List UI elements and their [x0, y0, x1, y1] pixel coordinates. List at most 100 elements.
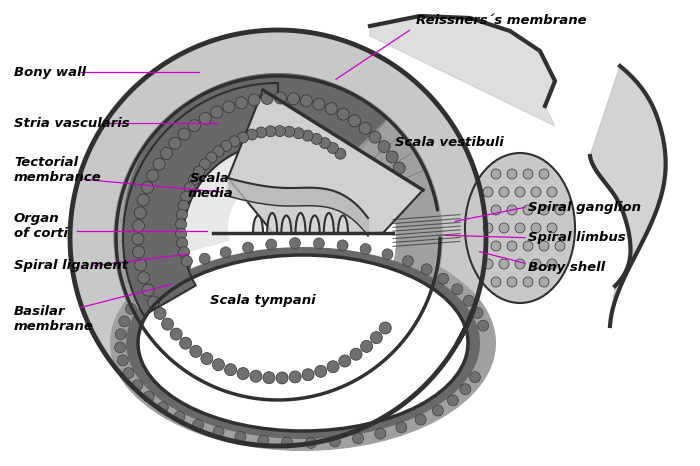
Circle shape [220, 247, 231, 258]
Circle shape [402, 255, 414, 267]
Circle shape [284, 126, 295, 137]
Circle shape [539, 241, 549, 251]
Circle shape [188, 174, 199, 185]
Circle shape [206, 152, 217, 163]
Circle shape [261, 92, 273, 104]
Circle shape [162, 318, 174, 330]
Text: Spiral limbus: Spiral limbus [528, 231, 626, 244]
Circle shape [248, 94, 260, 106]
Circle shape [507, 241, 517, 251]
Text: Spiral ganglion: Spiral ganglion [528, 201, 641, 214]
Circle shape [378, 141, 390, 153]
Circle shape [337, 240, 348, 251]
Circle shape [125, 303, 136, 314]
Circle shape [148, 280, 159, 291]
Circle shape [276, 372, 288, 384]
Circle shape [199, 112, 211, 124]
Circle shape [360, 244, 371, 254]
Circle shape [134, 259, 146, 271]
Circle shape [305, 438, 316, 448]
Circle shape [531, 259, 541, 269]
Circle shape [313, 98, 325, 110]
Circle shape [438, 273, 449, 284]
Circle shape [547, 259, 557, 269]
Circle shape [421, 264, 432, 275]
Circle shape [237, 132, 248, 143]
Circle shape [337, 108, 349, 120]
Circle shape [188, 120, 200, 132]
Circle shape [547, 187, 557, 197]
Circle shape [220, 140, 232, 151]
Circle shape [138, 272, 150, 284]
Polygon shape [253, 216, 263, 233]
Circle shape [225, 363, 237, 376]
Polygon shape [113, 73, 443, 403]
Circle shape [162, 270, 174, 281]
Circle shape [477, 320, 489, 331]
Circle shape [499, 223, 509, 233]
Circle shape [147, 170, 159, 182]
Circle shape [335, 148, 346, 159]
Circle shape [181, 191, 192, 202]
Polygon shape [267, 213, 277, 233]
Circle shape [460, 384, 471, 395]
Text: Bony shell: Bony shell [528, 261, 606, 274]
Circle shape [118, 355, 128, 366]
Circle shape [193, 419, 204, 431]
Circle shape [176, 209, 188, 220]
Text: Stria vascularis: Stria vascularis [14, 117, 130, 130]
Circle shape [119, 316, 130, 327]
Circle shape [178, 128, 190, 140]
Circle shape [154, 308, 166, 319]
Text: Tectorial
membrance: Tectorial membrance [14, 156, 101, 184]
Circle shape [169, 137, 181, 149]
Text: Reissners´s membrane: Reissners´s membrane [416, 14, 587, 27]
Circle shape [176, 219, 187, 230]
Circle shape [212, 359, 225, 370]
Circle shape [353, 433, 363, 444]
Circle shape [229, 136, 240, 147]
Polygon shape [370, 16, 555, 126]
Circle shape [349, 115, 361, 127]
Circle shape [483, 223, 493, 233]
Circle shape [386, 151, 398, 163]
Circle shape [246, 129, 258, 140]
Circle shape [148, 296, 160, 308]
Circle shape [116, 329, 126, 340]
Circle shape [237, 368, 249, 380]
Circle shape [555, 241, 565, 251]
Circle shape [382, 249, 393, 260]
Circle shape [199, 159, 211, 170]
Circle shape [507, 205, 517, 215]
Circle shape [319, 137, 330, 149]
Circle shape [180, 261, 191, 272]
Polygon shape [183, 133, 339, 253]
Polygon shape [228, 90, 423, 233]
Circle shape [132, 220, 144, 232]
Polygon shape [281, 216, 291, 233]
Circle shape [415, 414, 426, 425]
Circle shape [507, 277, 517, 287]
Circle shape [515, 223, 525, 233]
Circle shape [499, 187, 509, 197]
Circle shape [213, 426, 224, 437]
Circle shape [300, 95, 312, 107]
Circle shape [507, 169, 517, 179]
Circle shape [379, 322, 391, 334]
Circle shape [141, 182, 153, 193]
Circle shape [123, 368, 134, 378]
Circle shape [547, 223, 557, 233]
Circle shape [483, 187, 493, 197]
Circle shape [176, 228, 187, 239]
Circle shape [531, 187, 541, 197]
Text: Organ
of corti: Organ of corti [14, 212, 68, 240]
Circle shape [472, 308, 483, 318]
Text: Scala
media: Scala media [187, 172, 233, 200]
Circle shape [452, 284, 463, 295]
Circle shape [223, 101, 234, 113]
Circle shape [274, 92, 286, 104]
Circle shape [315, 365, 327, 377]
Text: Basilar
membrane: Basilar membrane [14, 305, 94, 333]
Circle shape [539, 169, 549, 179]
Text: Scala tympani: Scala tympani [210, 294, 315, 307]
